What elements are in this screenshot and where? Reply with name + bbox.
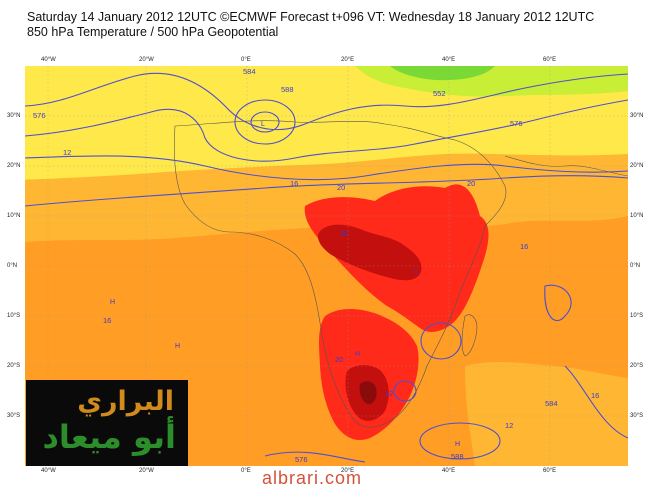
site-watermark: albrari.com [262, 468, 363, 488]
contour-label: 552 [433, 89, 446, 98]
lat-label: 10°N [7, 213, 21, 219]
lat-label: 0°N [630, 263, 641, 269]
contour-label: 576 [295, 455, 308, 464]
map-title: Saturday 14 January 2012 12UTC ©ECMWF Fo… [27, 10, 595, 24]
lat-label: 20°S [630, 363, 644, 369]
lon-label: 0°E [241, 468, 251, 474]
contour-label: 16 [591, 391, 599, 400]
lon-label: 60°E [543, 468, 557, 474]
contour-label: 588 [451, 452, 464, 461]
contour-labels: 576 584 588 552 576 12 16 20 20 20 16 16… [33, 67, 599, 464]
contour-label: 576 [33, 111, 46, 120]
geopotential-contours [25, 72, 628, 463]
africa-coastline [174, 120, 507, 428]
lon-label: 40°W [41, 57, 56, 63]
contour-label: 20 [335, 355, 343, 364]
logo-line-2: أبو ميعاد [42, 418, 176, 456]
lat-label: 10°N [630, 213, 644, 219]
lat-label: 10°S [630, 313, 644, 319]
contour-label: 16 [520, 242, 528, 251]
lon-label: 0°E [241, 57, 251, 63]
lon-label: 20°W [139, 57, 154, 63]
temperature-field-south-east [465, 361, 628, 466]
lon-label: 40°E [442, 468, 456, 474]
contour-label: 20 [337, 183, 345, 192]
temperature-field-peak-south [359, 381, 377, 404]
map-subtitle: 850 hPa Temperature / 500 hPa Geopotenti… [27, 25, 279, 39]
contour-label: 584 [545, 399, 558, 408]
lat-label: 30°N [630, 113, 644, 119]
madagascar-coastline [461, 314, 478, 357]
high-pressure-mark: H [455, 441, 460, 448]
temperature-field-extreme-central [318, 224, 422, 281]
contour-label: 12 [385, 389, 393, 398]
contour-label: 20 [340, 229, 348, 238]
lon-label: 20°E [341, 57, 355, 63]
contour-label: 12 [63, 148, 71, 157]
lat-label: 20°N [7, 163, 21, 169]
contour-label: 16 [103, 316, 111, 325]
contour-label: 12 [505, 421, 513, 430]
lat-label: 10°S [7, 313, 21, 319]
contour-label: 584 [243, 67, 256, 76]
logo-line-1: البراري [77, 386, 174, 417]
pressure-marks: L H H H H L [110, 121, 460, 448]
lon-label: 40°W [41, 468, 56, 474]
forecast-map: 576 584 588 552 576 12 16 20 20 20 16 16… [7, 57, 643, 474]
lat-label: 20°N [630, 163, 644, 169]
brand-logo: البراري أبو ميعاد [26, 380, 188, 466]
low-pressure-mark: L [261, 121, 265, 128]
lat-label: 0°N [7, 263, 18, 269]
lon-label: 60°E [543, 57, 557, 63]
forecast-map-canvas: 576 584 588 552 576 12 16 20 20 20 16 16… [25, 66, 628, 466]
lat-label: 20°S [7, 363, 21, 369]
contour-label: 20 [467, 179, 475, 188]
contour-label: 576 [510, 119, 523, 128]
contour-label: 16 [290, 179, 298, 188]
contour-label: 588 [281, 85, 294, 94]
lat-label: 30°N [7, 113, 21, 119]
high-pressure-mark: H [110, 299, 115, 306]
lat-label: 30°S [7, 413, 21, 419]
temperature-field-cold-north [390, 66, 495, 81]
lat-label: 30°S [630, 413, 644, 419]
lon-label: 20°E [341, 468, 355, 474]
low-pressure-mark: L [415, 269, 419, 276]
lon-label: 40°E [442, 57, 456, 63]
high-pressure-mark: H [355, 351, 360, 358]
lon-label: 20°W [139, 468, 154, 474]
high-pressure-mark: H [175, 343, 180, 350]
